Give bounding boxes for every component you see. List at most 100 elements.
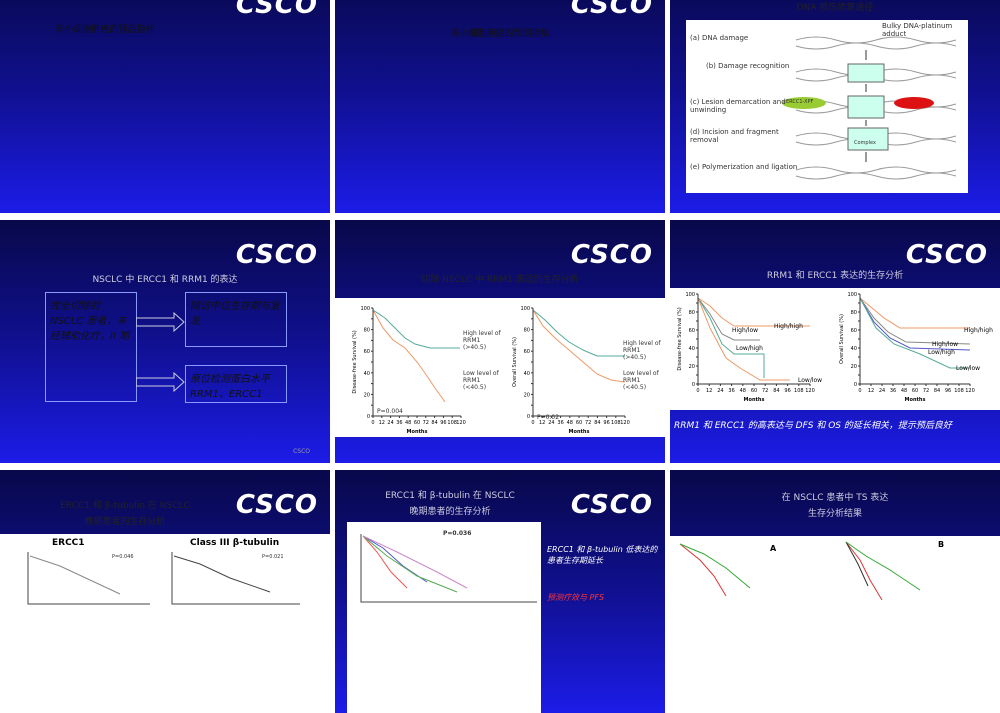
slide-subtitle: 生存分析结果 <box>807 509 862 519</box>
slide[interactable]: CSCO 非小细胞肺癌的预测指标 <box>335 0 665 213</box>
y-tick-label: 20 <box>851 364 857 370</box>
note: RRM1 和 ERCC1 的高表达与 DFS 和 OS 的延长相关，提示预后良好 <box>674 421 952 431</box>
step: (a) DNA damage <box>690 34 749 42</box>
x-tick-label: 120 <box>965 388 975 394</box>
x-tick-label: 24 <box>879 388 885 394</box>
x-tick-label: 12 <box>379 420 385 426</box>
legend-low: Low level of RRM1 (<40.5) <box>623 370 659 391</box>
slide-title: ERCC1 和 β-tubulin 在 NSCLC <box>60 501 190 511</box>
x-tick-label: 60 <box>414 420 420 426</box>
survival-plots <box>679 541 921 601</box>
x-tick-label: 84 <box>594 420 600 426</box>
y-tick-label: 80 <box>524 328 530 334</box>
text-box: 随访中位生存期与复发 <box>185 292 287 347</box>
x-axis-label: Months <box>905 397 926 403</box>
slide-title: 切除 NSCLC 中 RRM1 表达的生存分析 <box>421 275 579 285</box>
logo: CSCO <box>235 490 318 520</box>
logo: CSCO <box>905 240 988 270</box>
y-axis-label: Disease-free Survival (%) <box>677 307 683 370</box>
slide-title: NSCLC 中 ERCC1 和 RRM1 的表达 <box>92 275 238 285</box>
y-tick-label: 60 <box>364 349 370 355</box>
x-tick-label: 72 <box>923 388 929 394</box>
x-tick-label: 84 <box>934 388 940 394</box>
y-tick-label: 60 <box>524 349 530 355</box>
x-tick-label: 0 <box>371 420 374 426</box>
y-tick-label: 80 <box>851 310 857 316</box>
x-tick-label: 84 <box>431 420 437 426</box>
x-axis-label: Months <box>407 429 428 435</box>
x-tick-label: 36 <box>728 388 734 394</box>
x-tick-label: 96 <box>784 388 790 394</box>
y-tick-label: 100 <box>360 306 370 312</box>
panel-label: B <box>938 540 945 549</box>
y-axis-label: Overall Survival (%) <box>512 337 518 387</box>
slide-subtitle: 晚期患者的生存分析 <box>84 517 166 527</box>
slide-title: 非小细胞肺癌的预后指标 <box>55 25 155 35</box>
y-tick-label: 100 <box>520 306 530 312</box>
x-tick-label: 48 <box>901 388 907 394</box>
slide-title: 非小细胞肺癌的预测指标 <box>450 29 550 39</box>
slide[interactable]: CSCO NSCLC 中 ERCC1 和 RRM1 的表达 完全切除的 NSCL… <box>0 220 330 463</box>
y-tick-label: 20 <box>689 364 695 370</box>
figure: ERCC1 Class III β-tubulin P=0.046 P=0.02… <box>0 534 330 713</box>
x-tick-label: 72 <box>585 420 591 426</box>
slide[interactable]: CSCO 切除 NSCLC 中 RRM1 表达的生存分析 0 12 24 36 48 60… <box>335 220 665 463</box>
p-value: P=0.021 <box>262 554 284 560</box>
step: (d) Incision and fragment removal <box>690 128 779 144</box>
x-tick-label: 108 <box>954 388 964 394</box>
group-label: High/low <box>732 327 758 334</box>
x-tick-label: 96 <box>603 420 609 426</box>
y-tick-label: 0 <box>692 382 695 388</box>
x-tick-label: 60 <box>751 388 757 394</box>
slide[interactable]: CSCO RRM1 和 ERCC1 表达的生存分析 0 12 24 36 48 60 72 8… <box>670 220 1000 463</box>
slide[interactable]: CSCO 非小细胞肺癌的预后指标 <box>0 0 330 213</box>
x-tick-label: 24 <box>717 388 723 394</box>
panel-title: Class III β-tubulin <box>190 538 280 548</box>
figure: P=0.036 <box>347 522 541 713</box>
y-tick-label: 20 <box>364 392 370 398</box>
slide[interactable]: CSCO ERCC1 和 β-tubulin 在 NSCLC 晚期患者的生存分析… <box>0 470 330 713</box>
slide[interactable]: 在 NSCLC 患者中 TS 表达 生存分析结果 A B <box>670 470 1000 713</box>
x-tick-label: 36 <box>890 388 896 394</box>
x-tick-label: 120 <box>620 420 630 426</box>
slide[interactable]: CSCO ERCC1 和 β-tubulin 在 NSCLC 晚期患者的生存分析… <box>335 470 665 713</box>
slide[interactable]: DNA 损伤修复途径 (b) Damage recognition <box>670 0 1000 213</box>
legend-low: Low level of RRM1 (<40.5) <box>463 370 499 391</box>
axis <box>532 308 625 417</box>
step: (c) Lesion demarcation and unwinding <box>690 98 786 114</box>
p-value: P=0.02 <box>537 414 560 421</box>
survival-plots <box>27 552 300 605</box>
x-tick-label: 0 <box>696 388 699 394</box>
group-label: High/low <box>932 341 958 348</box>
group-label: Low/low <box>798 377 822 384</box>
logo: CSCO <box>235 0 318 20</box>
y-tick-label: 100 <box>847 292 857 298</box>
group-label: High/high <box>774 323 803 330</box>
body-text: ERCC1 和 β-tubulin 低表达的患者生存期延长 <box>547 545 658 565</box>
x-tick-label: 0 <box>858 388 861 394</box>
y-tick-label: 40 <box>851 346 857 352</box>
panel-label: A <box>770 544 777 553</box>
enzyme-label: ERCC1-XPF <box>786 99 814 105</box>
x-tick-label: 48 <box>405 420 411 426</box>
slide-subtitle: 晚期患者的生存分析 <box>409 507 491 517</box>
axis <box>697 294 810 385</box>
x-tick-label: 72 <box>423 420 429 426</box>
y-tick-label: 0 <box>527 414 530 420</box>
slide-title: DNA 损伤修复途径 <box>796 3 874 13</box>
y-tick-label: 40 <box>364 371 370 377</box>
p-value: P=0.036 <box>443 530 472 537</box>
y-tick-label: 0 <box>854 382 857 388</box>
survival-plots: 0 12 24 36 48 60 72 84 96 108 120020406080100Disea… <box>352 306 630 435</box>
y-axis-label: Disease-free Survival (%) <box>352 330 358 393</box>
x-tick-label: 36 <box>557 420 563 426</box>
x-tick-label: 72 <box>762 388 768 394</box>
complex-label: Complex <box>854 140 876 146</box>
slide-title: 在 NSCLC 患者中 TS 表达 <box>781 493 889 503</box>
figure: 0 12 24 36 48 60 72 84 96 108 120 0 20 40 60 80 100 Disea… <box>335 298 665 437</box>
logo: CSCO <box>235 240 318 270</box>
adduct-label: Bulky DNA-platinum adduct <box>882 22 953 38</box>
survival-plots: 0 12 24 36 48 60 72 84 96 108 120020406080100Disea… <box>677 292 993 403</box>
axis <box>859 294 970 385</box>
y-tick-label: 80 <box>364 328 370 334</box>
